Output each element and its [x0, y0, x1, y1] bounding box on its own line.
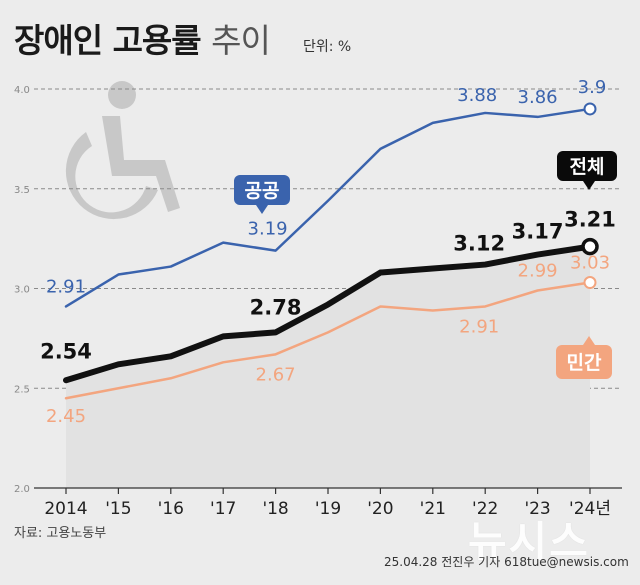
total-area-fill: [66, 246, 590, 488]
page-title: 장애인 고용률 추이: [14, 14, 271, 62]
callout-label: 공공: [245, 180, 280, 202]
callout-pointer: [256, 205, 268, 214]
series-callout-0: 공공: [234, 175, 290, 214]
source-label: 자료: 고용노동부: [14, 526, 107, 541]
data-label: 3.17: [512, 220, 564, 244]
series-line-0: [64, 107, 592, 308]
x-tick-label: '17: [210, 499, 236, 519]
data-label: 2.91: [46, 276, 86, 297]
title-main: 장애인 고용률: [14, 21, 202, 60]
end-marker-1: [581, 237, 599, 256]
data-label: 3.9: [578, 77, 607, 98]
series-callout-1: 전체: [557, 151, 617, 190]
x-tick-label: '21: [420, 499, 446, 519]
unit-label: 단위: %: [303, 39, 352, 55]
data-label: 3.88: [457, 85, 497, 106]
series-callout-2: 민간: [556, 336, 612, 379]
data-label: 3.19: [248, 219, 288, 240]
callout-box: [556, 345, 612, 379]
credit-label: 25.04.28 전진우 기자 618tue@newsis.com: [384, 555, 629, 569]
end-marker-2: [583, 276, 597, 290]
data-label: 2.67: [256, 364, 296, 385]
data-label: 2.54: [40, 339, 92, 363]
callout-label: 전체: [570, 156, 605, 178]
data-labels: 2.91 3.19 3.88 3.86 3.9 2.54 2.78 3.12 3.17 3.21 2…: [40, 77, 616, 427]
data-label: 2.78: [250, 295, 302, 319]
y-tick-label: 4.0: [14, 85, 30, 96]
y-tick-label: 2.0: [14, 484, 30, 495]
x-tick-label: '20: [367, 499, 393, 519]
y-tick-label: 2.5: [14, 384, 30, 395]
y-tick-label: 3.0: [14, 285, 30, 296]
x-tick-label: '15: [105, 499, 131, 519]
y-tick-label: 3.5: [14, 185, 30, 196]
wheelchair-icon: [65, 81, 180, 220]
series-line-1: [63, 243, 593, 384]
x-tick-label: '24년: [569, 499, 611, 519]
x-axis: 2014 '15 '16 '17 '18 '19 '20 '21 '22 '23 '24년: [34, 487, 622, 519]
data-label: 3.03: [570, 253, 610, 274]
data-label: 2.45: [46, 406, 86, 427]
x-tick-label: '23: [524, 499, 550, 519]
x-tick-label: '22: [472, 499, 498, 519]
callout-pointer: [583, 181, 595, 190]
x-tick-label: '19: [315, 499, 341, 519]
data-label: 3.86: [518, 87, 558, 108]
series-line-2: [64, 281, 592, 400]
end-marker-0: [583, 102, 597, 116]
data-label: 3.21: [564, 208, 616, 232]
data-label: 2.99: [518, 260, 558, 281]
callout-box: [557, 151, 617, 181]
x-tick-label: '16: [158, 499, 184, 519]
callout-label: 민간: [567, 352, 602, 374]
data-label: 3.12: [453, 232, 505, 256]
callout-box: [234, 175, 290, 205]
watermark-logo: 뉴시스: [468, 517, 590, 566]
area-fill: [66, 246, 590, 488]
series-lines: [63, 102, 599, 400]
title-sub: 추이: [211, 21, 271, 60]
data-label: 2.91: [459, 316, 499, 337]
x-tick-label: '18: [262, 499, 288, 519]
x-tick-label: 2014: [44, 499, 87, 519]
callout-pointer: [583, 336, 595, 345]
